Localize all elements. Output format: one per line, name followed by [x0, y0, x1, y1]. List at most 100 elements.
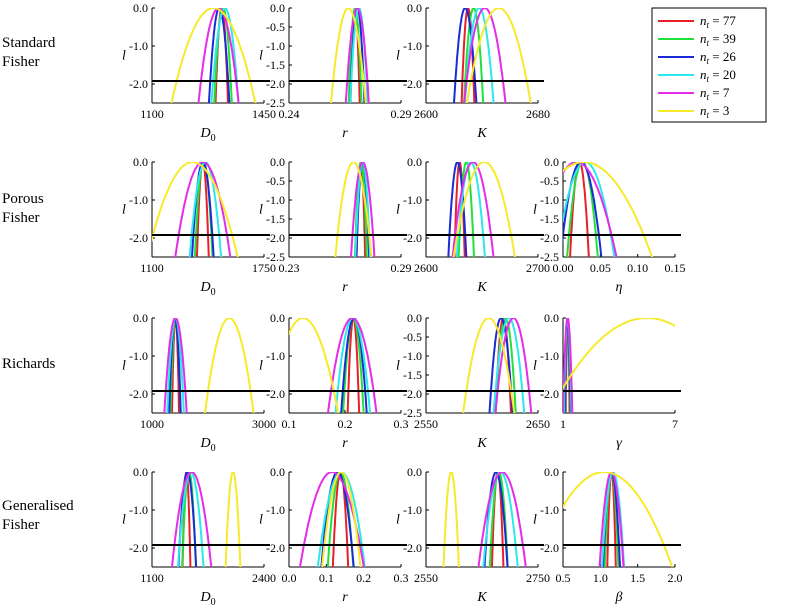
x-tick-label: 3000 — [252, 417, 276, 431]
panel-r3c2: 0.0 -1.0 -2.0 2550 2750 l K — [396, 465, 550, 605]
curve-nt-7 — [170, 472, 213, 567]
row-label-line: Fisher — [2, 517, 40, 533]
y-axis-label: l — [396, 49, 400, 64]
x-tick-label: 0.1 — [282, 417, 297, 431]
x-tick-label: 0.00 — [553, 261, 574, 275]
y-tick-label: -1.0 — [540, 349, 559, 363]
y-axis-label: l — [396, 203, 400, 218]
x-tick-label: 1 — [560, 417, 566, 431]
curve-nt-3 — [334, 162, 373, 257]
curve-nt-7 — [326, 318, 378, 413]
y-tick-label: -2.0 — [540, 231, 559, 245]
row-label-line: Fisher — [2, 54, 40, 70]
y-tick-label: 0.0 — [407, 311, 422, 325]
curve-group — [563, 162, 654, 257]
x-tick-label: 2600 — [414, 261, 438, 275]
curve-nt-7 — [349, 162, 376, 257]
y-tick-label: 0.0 — [133, 155, 148, 169]
y-tick-label: -2.0 — [129, 541, 148, 555]
x-tick-label: 1000 — [140, 417, 164, 431]
y-tick-label: -1.5 — [266, 58, 285, 72]
y-tick-label: -2.0 — [540, 541, 559, 555]
curve-group — [170, 472, 242, 567]
panel-r2c0: 0.0 -1.0 -2.0 1000 3000 l D0 — [122, 311, 276, 454]
curve-nt-3 — [152, 162, 239, 257]
y-tick-label: -2.0 — [129, 77, 148, 91]
curve-nt-3 — [563, 162, 654, 257]
curve-nt-3 — [329, 8, 367, 103]
x-tick-label: 2700 — [526, 261, 550, 275]
curve-nt-3 — [452, 162, 516, 257]
y-tick-label: -2.0 — [266, 387, 285, 401]
y-tick-label: 0.0 — [270, 1, 285, 15]
curve-nt-7 — [598, 472, 625, 567]
x-axis-label: γ — [616, 436, 622, 451]
x-axis-label: D0 — [199, 126, 215, 144]
x-tick-label: 1.0 — [593, 571, 608, 585]
x-tick-label: 2600 — [414, 107, 438, 121]
curve-nt-26 — [207, 8, 231, 103]
curve-nt-3 — [442, 472, 460, 567]
row-label-line: Porous — [2, 191, 44, 207]
curve-nt-7 — [344, 8, 370, 103]
x-tick-label: 0.3 — [394, 417, 409, 431]
row-label-porous-fisher: Porous Fisher — [2, 190, 44, 228]
x-tick-label: 0.29 — [391, 261, 412, 275]
y-tick-label: -1.0 — [403, 193, 422, 207]
curve-nt-7 — [463, 8, 507, 103]
curve-nt-3 — [203, 318, 255, 413]
curve-nt-77 — [346, 318, 361, 413]
curve-nt-3 — [321, 472, 362, 567]
x-tick-label: 0.23 — [279, 261, 300, 275]
curve-nt-26 — [340, 318, 368, 413]
y-tick-label: -0.5 — [540, 174, 559, 188]
curve-nt-77 — [606, 472, 617, 567]
y-tick-label: -2.0 — [403, 77, 422, 91]
row-label-generalised-fisher: Generalised Fisher — [2, 497, 74, 535]
x-tick-label: 2750 — [526, 571, 550, 585]
panel-r3c3: 0.0 -1.0 -2.0 0.5 1.0 1.5 2.0 l β — [533, 465, 682, 605]
panel-r1c2: 0.0 -1.0 -2.0 2600 2700 l K — [396, 155, 550, 295]
curve-nt-20 — [492, 318, 526, 413]
y-tick-label: 0.0 — [544, 311, 559, 325]
row-label-line: Fisher — [2, 210, 40, 226]
legend-label: nt = 39 — [700, 31, 736, 48]
y-tick-label: -2.0 — [403, 387, 422, 401]
y-tick-label: 0.0 — [270, 155, 285, 169]
y-tick-label: -1.0 — [129, 39, 148, 53]
curve-nt-3 — [465, 8, 532, 103]
x-tick-label: 0.05 — [590, 261, 611, 275]
curve-nt-7 — [451, 162, 495, 257]
y-axis-label: l — [533, 359, 537, 374]
curve-group — [170, 8, 257, 103]
row-label-richards: Richards — [2, 355, 55, 374]
y-tick-label: 0.0 — [407, 465, 422, 479]
curve-group — [452, 8, 532, 103]
curve-nt-3 — [289, 318, 340, 413]
y-tick-label: -2.0 — [266, 77, 285, 91]
panel-r1c3: 0.0 -0.5 -1.0 -1.5 -2.0 -2.50.00 0.05 0.10 0.15 l… — [533, 155, 685, 295]
x-tick-label: 0.2 — [356, 571, 371, 585]
curve-nt-20 — [463, 8, 495, 103]
panel-r3c0: 0.0 -1.0 -2.0 1100 2400 l D0 — [122, 465, 276, 608]
y-tick-label: -2.0 — [129, 387, 148, 401]
x-tick-label: 0.0 — [282, 571, 297, 585]
curve-nt-20 — [188, 162, 223, 257]
y-tick-label: -2.0 — [266, 231, 285, 245]
y-tick-label: -2.5 — [403, 406, 422, 420]
y-tick-label: -2.5 — [266, 250, 285, 264]
curve-nt-26 — [168, 318, 182, 413]
y-tick-label: -2.5 — [266, 96, 285, 110]
panel-r0c1: 0.0 -0.5 -1.0 -1.5 -2.0 -2.50.24 0.29 l r — [259, 1, 411, 141]
curve-nt-3 — [563, 318, 675, 390]
y-axis-label: l — [259, 203, 263, 218]
curve-nt-20 — [176, 472, 205, 567]
curve-nt-3 — [170, 8, 257, 103]
curve-nt-7 — [163, 318, 188, 413]
x-axis-label: D0 — [199, 280, 215, 298]
y-tick-label: -1.5 — [403, 368, 422, 382]
y-tick-label: 0.0 — [133, 465, 148, 479]
curve-nt-3 — [462, 318, 516, 413]
